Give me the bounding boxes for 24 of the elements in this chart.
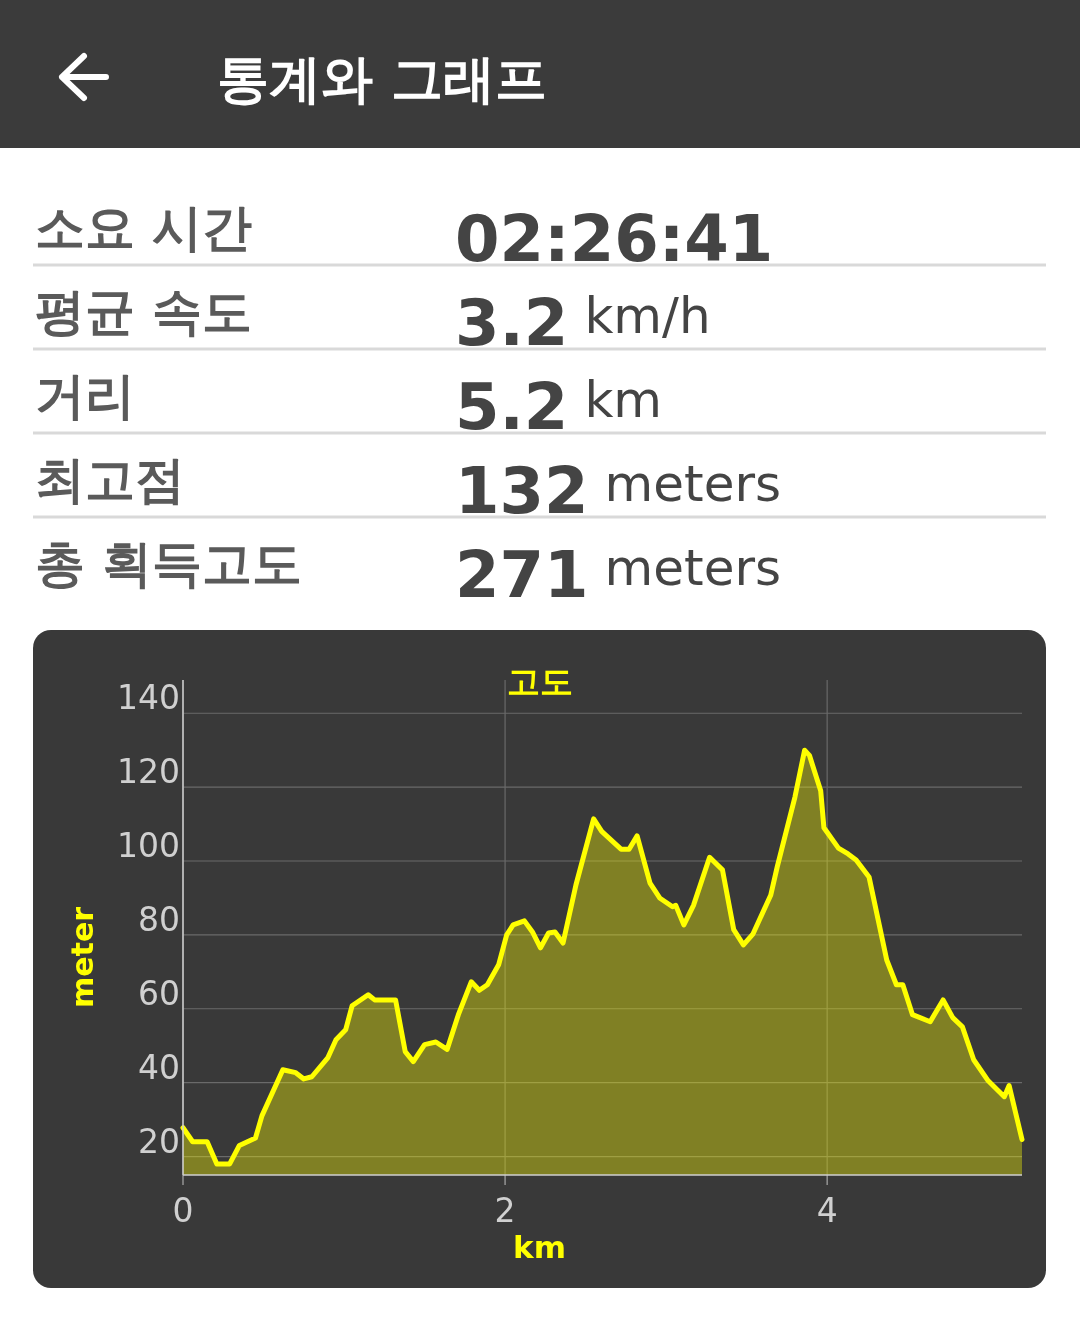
category-label: 평균 속도 [35, 283, 253, 341]
x-tick-label: 2 [494, 1191, 516, 1230]
y-tick-label: 20 [138, 1121, 180, 1161]
category-label: 소요 시간 [35, 199, 253, 257]
text: 132 meters [455, 454, 782, 528]
x-axis-title: km [513, 1229, 566, 1265]
y-tick-label: 140 [117, 678, 180, 718]
text: 통계와 그래프 [217, 49, 548, 109]
y-tick-label: 120 [117, 752, 180, 792]
category-label: 총 획득고도 [35, 535, 303, 593]
y-tick-label: 60 [138, 973, 180, 1013]
text: 02:26:41 [455, 202, 774, 276]
text: 5.2 km [455, 370, 663, 444]
category-label: 최고점 [35, 451, 185, 509]
x-tick-label: 0 [172, 1191, 194, 1230]
y-tick-label: 80 [138, 899, 180, 939]
x-tick-label: 4 [816, 1191, 838, 1230]
chart-title: 고도 [506, 662, 573, 701]
category-label: 거리 [35, 367, 135, 425]
text: 3.2 km/h [455, 286, 711, 360]
y-tick-label: 100 [117, 826, 180, 866]
text: 271 meters [455, 538, 782, 612]
y-tick-label: 40 [138, 1047, 180, 1087]
y-axis-title: meter [65, 906, 100, 1009]
